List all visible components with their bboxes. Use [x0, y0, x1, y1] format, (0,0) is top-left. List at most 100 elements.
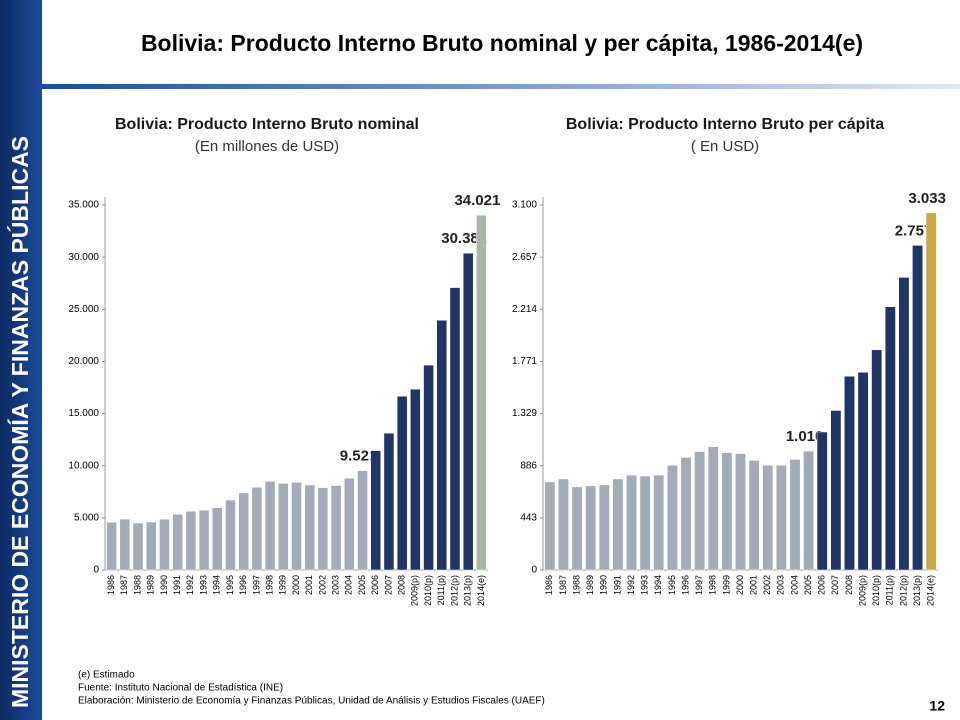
chart-title: Bolivia: Producto Interno Bruto per cápi… — [566, 116, 884, 133]
bar — [370, 450, 382, 571]
x-tick-label: 2005 — [803, 575, 813, 595]
x-tick-label: 1991 — [612, 575, 622, 595]
value-label: 30.381 — [441, 230, 487, 247]
y-tick-label: 10.000 — [68, 460, 99, 471]
bar — [172, 514, 183, 571]
x-tick-label: 1989 — [146, 575, 156, 595]
bar — [449, 287, 461, 571]
bar — [857, 372, 869, 571]
bar — [803, 450, 815, 571]
y-tick-label: 5.000 — [74, 512, 99, 523]
x-tick-label: 1987 — [119, 575, 129, 595]
bar — [344, 477, 355, 571]
bar — [585, 485, 597, 571]
bar — [925, 212, 937, 571]
chart-subtitle: ( En USD) — [691, 138, 759, 155]
x-tick-label: 2002 — [317, 575, 327, 595]
bar — [106, 522, 117, 571]
y-tick-label: 2.214 — [512, 304, 537, 315]
x-tick-label: 2008 — [844, 575, 854, 595]
y-tick-label: 25.000 — [68, 304, 99, 315]
x-tick-label: 2011(p) — [885, 575, 895, 605]
x-tick-label: 1989 — [585, 575, 595, 595]
page-title: Bolivia: Producto Interno Bruto nominal … — [141, 30, 863, 56]
bar — [789, 459, 801, 571]
value-label: 9.521 — [340, 448, 378, 465]
x-tick-label: 2003 — [330, 575, 340, 595]
y-tick-label: 3.100 — [512, 200, 537, 211]
x-tick-label: 2002 — [762, 575, 772, 595]
bar — [145, 521, 157, 571]
bar — [317, 487, 329, 571]
bar — [653, 474, 665, 571]
bar — [816, 431, 828, 571]
bar — [264, 481, 276, 571]
y-tick-label: 20.000 — [68, 356, 99, 367]
x-tick-label: 1995 — [225, 575, 235, 595]
bar — [721, 452, 733, 571]
bar — [707, 446, 719, 571]
x-tick-label: 2009(p) — [410, 575, 420, 606]
bar — [251, 487, 263, 571]
x-tick-label: 2010(p) — [423, 575, 433, 606]
bar — [775, 465, 787, 571]
y-tick-label: 35.000 — [68, 200, 99, 211]
bar — [476, 214, 487, 571]
x-tick-label: 2003 — [776, 575, 786, 595]
x-tick-label: 1992 — [626, 575, 636, 595]
y-tick-label: 15.000 — [68, 408, 99, 419]
y-tick-label: 443 — [520, 512, 537, 523]
bar — [544, 481, 556, 571]
note: (e) Estimado — [78, 670, 135, 681]
x-tick-label: 1997 — [251, 575, 261, 595]
x-tick-label: 2000 — [291, 575, 301, 595]
x-tick-label: 2007 — [830, 575, 840, 595]
bar — [762, 465, 774, 571]
x-tick-label: 2012(p) — [898, 575, 908, 606]
bar — [383, 432, 395, 571]
x-tick-label: 1993 — [640, 575, 650, 595]
x-tick-label: 2014(e) — [476, 575, 486, 606]
y-tick-label: 30.000 — [68, 252, 99, 263]
x-tick-label: 2000 — [735, 575, 745, 595]
bar — [571, 486, 583, 571]
x-tick-label: 2001 — [304, 575, 314, 595]
x-tick-label: 1986 — [106, 575, 116, 595]
bar — [912, 245, 923, 571]
bar — [830, 410, 842, 571]
x-tick-label: 1996 — [238, 575, 248, 595]
note: Elaboración: Ministerio de Economía y Fi… — [78, 696, 545, 707]
x-tick-label: 1996 — [680, 575, 690, 595]
x-tick-label: 2010(p) — [871, 575, 881, 606]
x-tick-label: 2006 — [370, 575, 380, 595]
bar — [396, 395, 408, 571]
bar — [357, 470, 368, 571]
x-tick-label: 1986 — [544, 575, 554, 595]
value-label: 34.021 — [454, 192, 500, 209]
y-tick-label: 1.771 — [512, 356, 537, 367]
x-tick-label: 1998 — [264, 575, 274, 595]
x-tick-label: 2014(e) — [926, 575, 936, 606]
bar — [639, 475, 651, 571]
bar — [748, 460, 760, 571]
bar — [898, 277, 910, 571]
value-label: 1.010 — [786, 428, 824, 445]
x-tick-label: 2013(p) — [463, 575, 473, 606]
x-tick-label: 1994 — [212, 575, 222, 595]
y-tick-label: 0 — [531, 565, 537, 576]
bar — [558, 478, 569, 571]
x-tick-label: 2004 — [789, 575, 799, 595]
page-number: 12 — [929, 698, 945, 714]
x-tick-label: 2004 — [344, 575, 354, 595]
bar — [159, 518, 170, 571]
bar — [278, 483, 289, 571]
x-tick-label: 1987 — [558, 575, 568, 595]
bar — [238, 492, 249, 571]
bar — [423, 364, 434, 571]
bar — [436, 319, 448, 571]
sidebar-band — [0, 0, 42, 720]
x-tick-label: 1991 — [172, 575, 182, 595]
x-tick-label: 1998 — [708, 575, 718, 595]
x-tick-label: 2006 — [817, 575, 827, 595]
